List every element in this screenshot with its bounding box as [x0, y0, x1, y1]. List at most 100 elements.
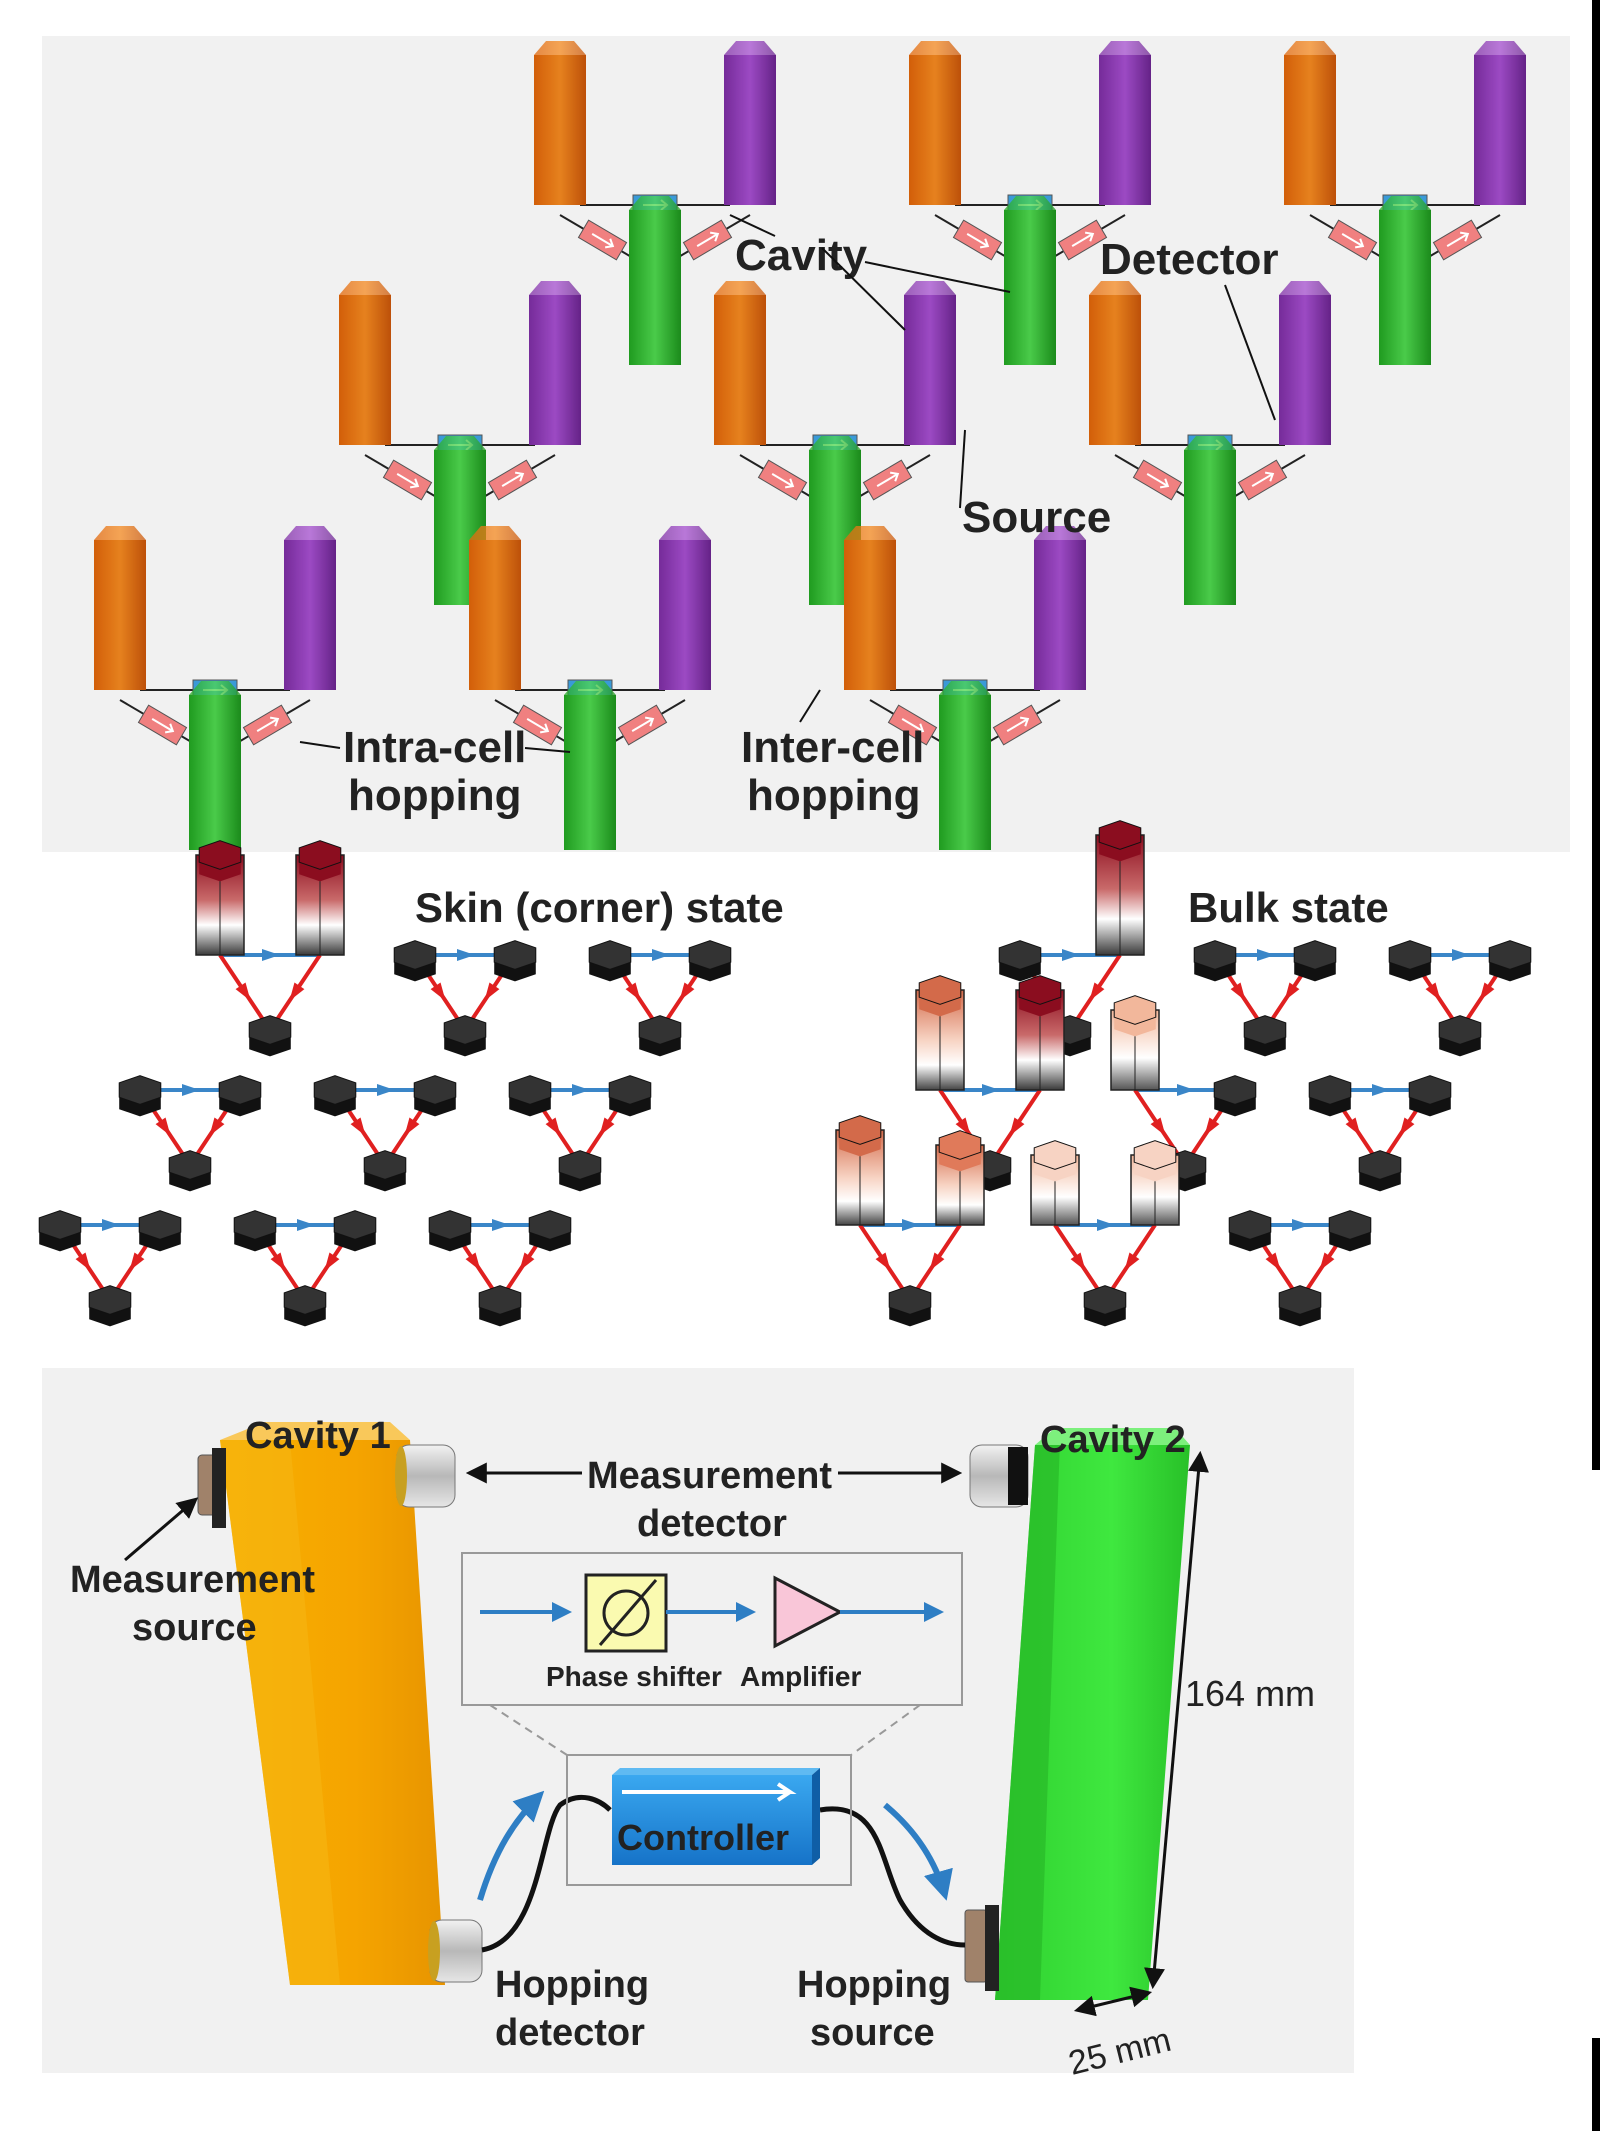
- site-hex: [1243, 1015, 1287, 1057]
- zoom-line-left: [489, 1704, 568, 1756]
- site-hex: [168, 1150, 212, 1192]
- cavity-1-label: Cavity 1: [245, 1415, 391, 1457]
- detector-leader: [1224, 284, 1276, 421]
- phase-shifter-slash: [598, 1579, 658, 1646]
- site-hex: [493, 940, 537, 982]
- amplitude-column: [195, 840, 245, 956]
- controller-inset: [461, 1552, 963, 1706]
- source-label: Source: [962, 493, 1111, 542]
- amplitude-column-top: [918, 975, 962, 1017]
- site-hex: [1308, 1075, 1352, 1117]
- site-hex: [558, 1150, 602, 1192]
- amplitude-column-top: [1033, 1140, 1077, 1182]
- amplitude-column-top: [198, 840, 242, 882]
- green-cavity: [1004, 196, 1056, 365]
- signal-arrow-up: [477, 1790, 545, 1901]
- site-hex: [283, 1285, 327, 1327]
- phase-shifter-label: Phase shifter: [546, 1661, 722, 1692]
- measurement-detector-label: Measurement: [587, 1455, 832, 1497]
- red-hop-arrow: [1133, 1088, 1187, 1167]
- amplitude-column: [1095, 820, 1145, 956]
- phase-shifter-circle: [602, 1589, 650, 1637]
- site-hex: [363, 1150, 407, 1192]
- amplitude-column: [1015, 975, 1065, 1091]
- inter-cell-leader: [799, 689, 821, 723]
- zoom-line-right: [850, 1704, 921, 1756]
- amplitude-column: [1030, 1140, 1080, 1226]
- intra-cell-label-2: hopping: [348, 771, 522, 820]
- green-cavity: [939, 681, 991, 850]
- site-hex: [233, 1210, 277, 1252]
- skin-state-lattice: [38, 840, 732, 1327]
- site-hex: [218, 1075, 262, 1117]
- site-hex: [1408, 1075, 1452, 1117]
- purple-cavity: [284, 526, 336, 690]
- site-hex: [588, 940, 632, 982]
- orange-cavity: [714, 281, 766, 445]
- cavity-leader-1: [821, 247, 906, 331]
- amplitude-column: [915, 975, 965, 1091]
- hopping-detector-label: Hopping: [495, 1964, 649, 2006]
- site-hex: [38, 1210, 82, 1252]
- hopping-source: [964, 1905, 999, 1991]
- red-hop-arrow: [858, 1223, 912, 1302]
- source-leader: [959, 429, 966, 509]
- red-hop-arrow: [988, 1088, 1042, 1167]
- orange-cavity: [94, 526, 146, 690]
- cavity-1: [220, 1422, 445, 1985]
- site-hex: [118, 1075, 162, 1117]
- site-hex: [313, 1075, 357, 1117]
- site-hex: [88, 1285, 132, 1327]
- site-hex: [1083, 1285, 1127, 1327]
- site-hex: [1358, 1150, 1402, 1192]
- green-cavity: [189, 681, 241, 850]
- detector-label: Detector: [1100, 235, 1279, 284]
- orange-cavity: [1284, 41, 1336, 205]
- site-hex: [1438, 1015, 1482, 1057]
- hopping-source-label-2: source: [810, 2012, 935, 2054]
- site-hex: [508, 1075, 552, 1117]
- purple-cavity: [1034, 526, 1086, 690]
- right-edge-bar-bottom: [1592, 2038, 1600, 2131]
- site-hex: [1328, 1210, 1372, 1252]
- green-cavity: [564, 681, 616, 850]
- panel-a-lattice: [94, 41, 1526, 850]
- purple-cavity: [724, 41, 776, 205]
- amplitude-column-top: [1018, 975, 1062, 1017]
- controller: [612, 1768, 820, 1865]
- hopping-cable-right: [819, 1806, 966, 1948]
- amplitude-column-top: [1113, 995, 1157, 1037]
- site-hex: [1388, 940, 1432, 982]
- amplitude-column-top: [1098, 820, 1142, 862]
- orange-cavity: [1089, 281, 1141, 445]
- red-hop-arrow: [1103, 1223, 1157, 1302]
- orange-cavity: [339, 281, 391, 445]
- bulk-state-title: Bulk state: [1188, 884, 1389, 931]
- red-hop-arrow: [1068, 953, 1122, 1032]
- intra-cell-coupler: [974, 699, 1061, 751]
- red-hop-arrow: [1053, 1223, 1107, 1302]
- panel-a-labels: Cavity Detector Source Intra-cell hoppin…: [299, 214, 1279, 820]
- measurement-source-arrow: [124, 1497, 199, 1562]
- amplifier-label: Amplifier: [740, 1661, 861, 1692]
- hopping-detector-label-2: detector: [495, 2012, 645, 2054]
- measurement-source-connector: [197, 1448, 226, 1528]
- site-hex: [1293, 940, 1337, 982]
- orange-cavity: [844, 526, 896, 690]
- measurement-detector-label-2: detector: [637, 1503, 787, 1545]
- site-hex: [1488, 940, 1532, 982]
- purple-cavity: [1474, 41, 1526, 205]
- site-hex: [998, 940, 1042, 982]
- green-cavity: [1379, 196, 1431, 365]
- site-hex: [413, 1075, 457, 1117]
- intra-cell-label: Intra-cell: [343, 723, 526, 772]
- purple-cavity: [529, 281, 581, 445]
- orange-cavity: [909, 41, 961, 205]
- intra-cell-coupler: [739, 454, 826, 506]
- site-hex: [888, 1285, 932, 1327]
- cavity-leader-3: [729, 214, 776, 237]
- cavity-2: [995, 1428, 1190, 2000]
- measurement-detector-left: [395, 1444, 456, 1508]
- amplitude-column-top: [1133, 1140, 1177, 1182]
